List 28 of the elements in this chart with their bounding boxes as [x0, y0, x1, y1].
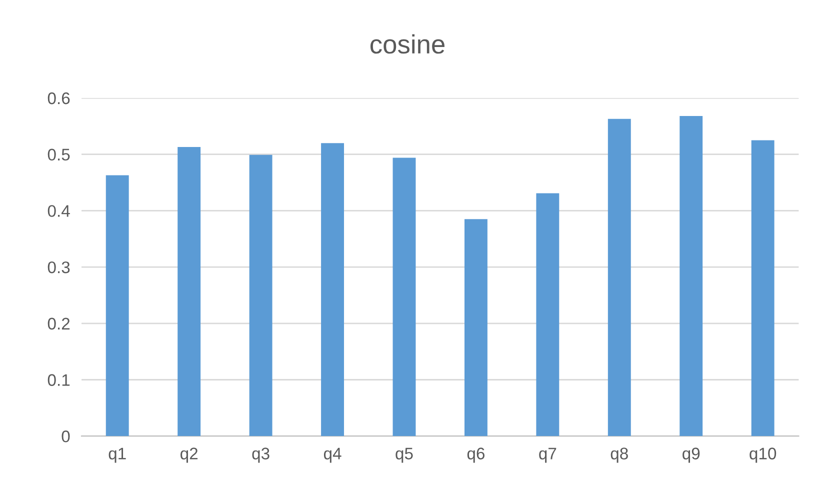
- bar: [680, 116, 703, 436]
- x-tick-label: q3: [252, 448, 270, 463]
- bar: [106, 175, 129, 436]
- bar: [178, 147, 201, 436]
- y-tick-label: 0.3: [48, 261, 70, 274]
- bar: [249, 154, 272, 436]
- y-tick-label: 0.4: [48, 205, 70, 217]
- x-tick-label: q8: [610, 448, 628, 463]
- bar: [392, 158, 416, 436]
- chart-title: cosine: [370, 34, 444, 54]
- y-tick-label: 0.5: [48, 148, 70, 161]
- y-tick-label: 0.2: [48, 318, 70, 330]
- x-tick-label: q5: [396, 448, 413, 463]
- x-tick-label: q6: [467, 448, 484, 463]
- bar: [751, 140, 774, 436]
- bar: [321, 143, 344, 436]
- bar: [464, 219, 488, 436]
- y-tick-label: 0.6: [48, 92, 70, 104]
- y-tick-label: 0: [62, 430, 70, 442]
- x-tick-label: q1: [108, 448, 126, 463]
- x-tick-label: q4: [324, 448, 342, 463]
- x-tick-label: q7: [539, 448, 556, 463]
- x-tick-label: q10: [750, 448, 776, 463]
- x-tick-label: q2: [180, 448, 198, 463]
- x-tick-label: q9: [682, 448, 700, 463]
- bar: [536, 193, 560, 436]
- bar: [608, 118, 631, 436]
- y-tick-label: 0.1: [48, 374, 70, 386]
